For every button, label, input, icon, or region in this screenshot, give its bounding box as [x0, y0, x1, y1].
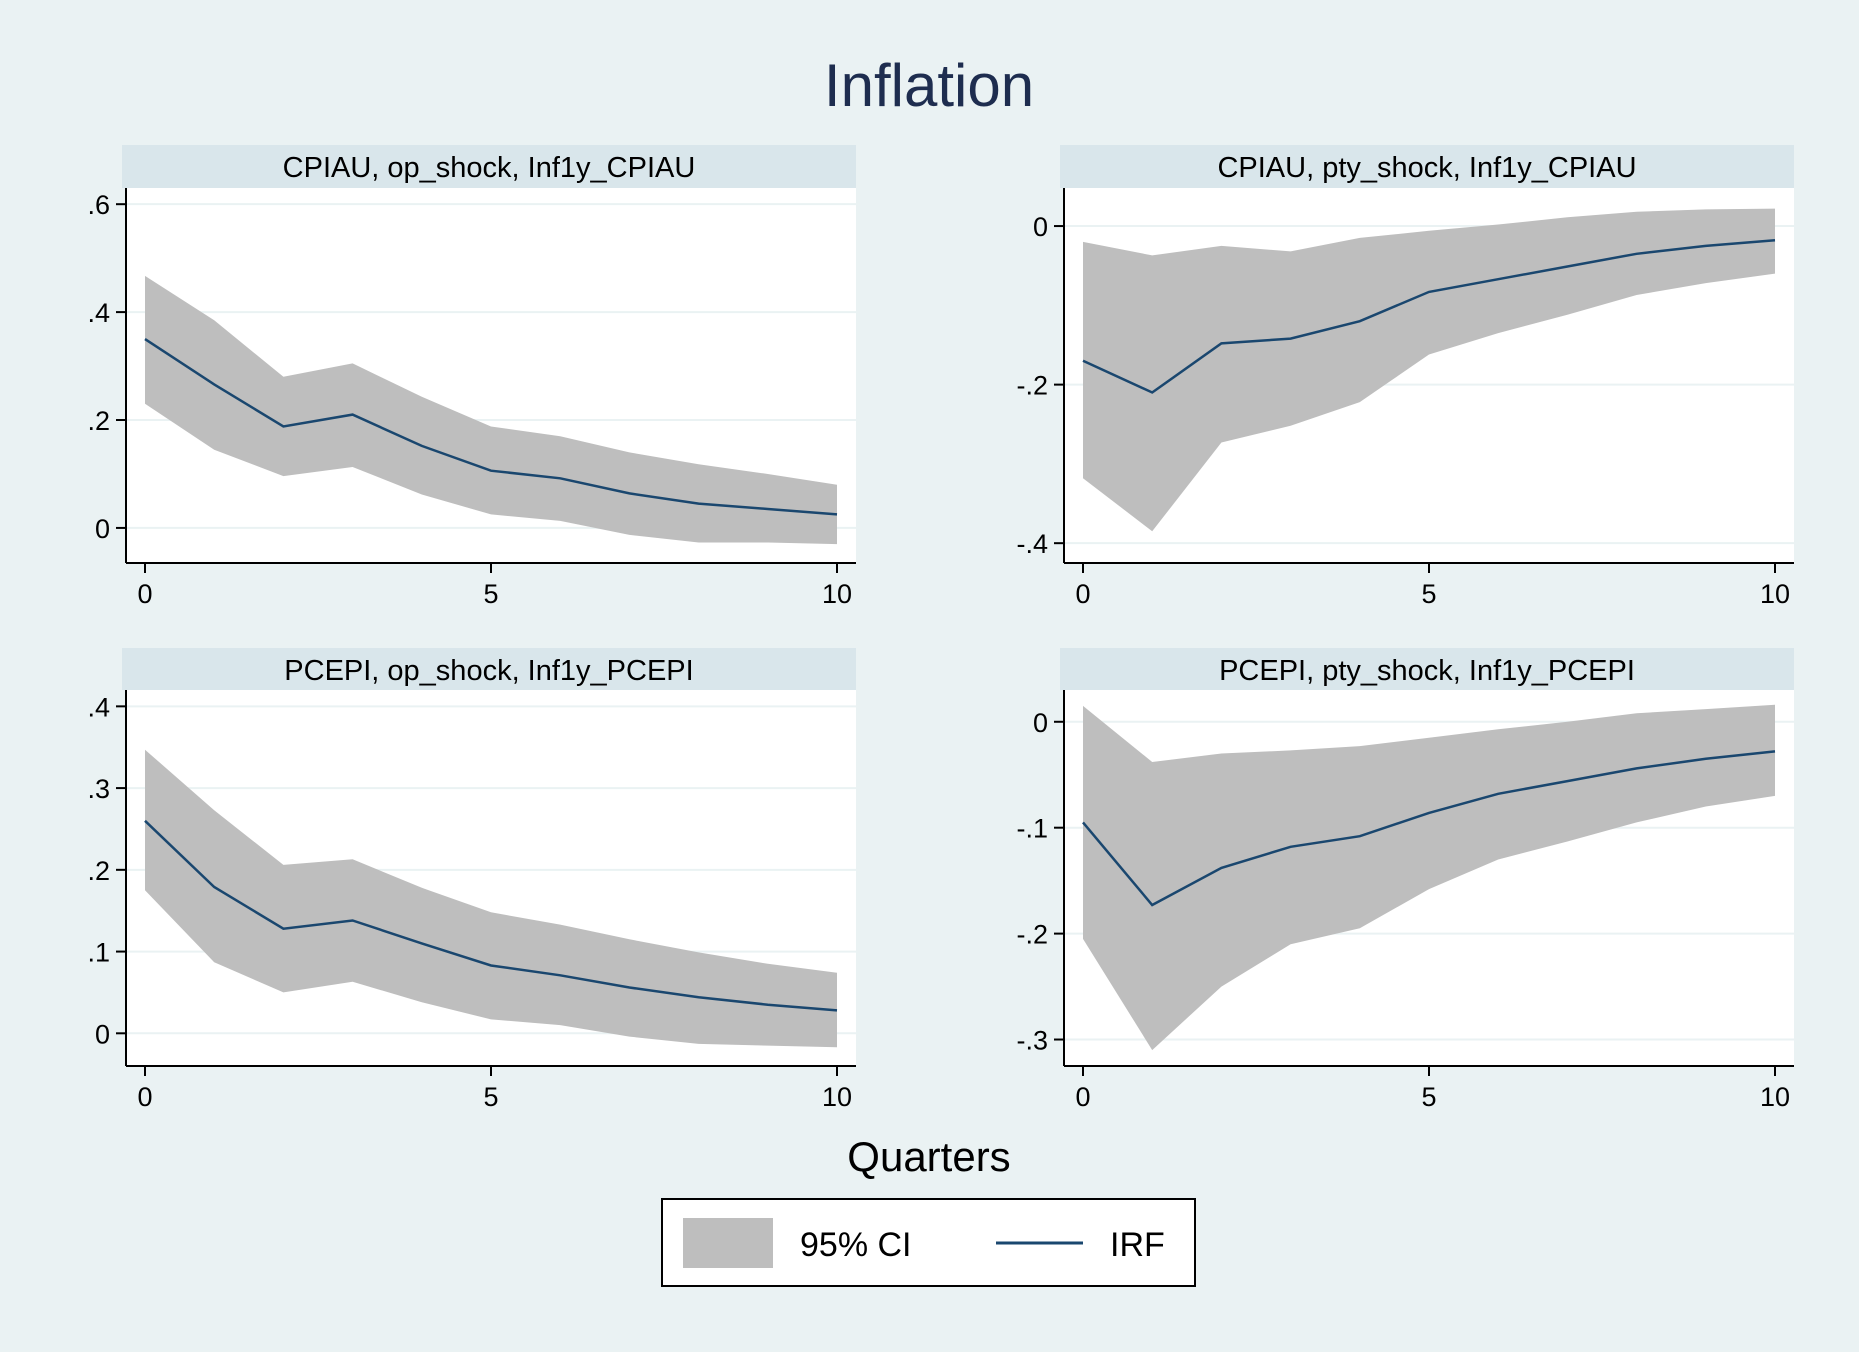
panel-title: PCEPI, pty_shock, Inf1y_PCEPI [1219, 655, 1635, 687]
panel-3: PCEPI, op_shock, Inf1y_PCEPI 0 .1 .2 .3 .4 0 5 1… [87, 648, 856, 1112]
x-tick-label: 5 [483, 579, 498, 609]
y-tick-label: -.4 [1016, 529, 1048, 559]
legend-ci-label: 95% CI [800, 1226, 912, 1264]
legend-ci-swatch [683, 1218, 773, 1268]
irf-line [1082, 239, 1776, 394]
x-tick-label: 5 [1421, 579, 1436, 609]
figure-title: Inflation [824, 52, 1034, 119]
y-tick-label: .3 [87, 774, 110, 804]
irf-line [1082, 750, 1776, 907]
ci-band [1083, 208, 1775, 532]
y-tick-label: -.3 [1016, 1026, 1048, 1056]
panel-title-band [1060, 145, 1794, 188]
x-tick-label: 5 [483, 1082, 498, 1112]
y-tick-label: -.1 [1016, 814, 1048, 844]
ci-band [145, 275, 837, 545]
legend-irf-label: IRF [1110, 1226, 1165, 1264]
x-tick-label: 0 [137, 579, 152, 609]
y-tick-label: -.2 [1016, 920, 1048, 950]
panel-2: CPIAU, pty_shock, Inf1y_CPIAU -.4 -.2 0 0 5 10 [1016, 145, 1794, 609]
panel-title: CPIAU, op_shock, Inf1y_CPIAU [283, 152, 696, 184]
x-tick-label: 10 [822, 579, 852, 609]
x-tick-label: 10 [822, 1082, 852, 1112]
panel-title-band [122, 145, 856, 188]
y-tick-label: .4 [87, 298, 110, 328]
legend: 95% CI IRF [661, 1198, 1196, 1287]
panel-1: CPIAU, op_shock, Inf1y_CPIAU 0 .2 .4 .6 0 5 10 [87, 145, 856, 609]
x-tick-label: 0 [1075, 579, 1090, 609]
panel-title-band [1060, 648, 1794, 690]
y-tick-label: 0 [95, 514, 110, 544]
x-tick-label: 5 [1421, 1082, 1436, 1112]
y-tick-label: 0 [1033, 708, 1048, 738]
panel-4: PCEPI, pty_shock, Inf1y_PCEPI -.3 -.2 -.1 0 0… [1016, 648, 1794, 1112]
panel-title: CPIAU, pty_shock, Inf1y_CPIAU [1217, 152, 1636, 184]
y-tick-label: .2 [87, 856, 110, 886]
panel-title-band [122, 648, 856, 690]
y-tick-label: .1 [87, 938, 110, 968]
panel-title: PCEPI, op_shock, Inf1y_PCEPI [284, 655, 693, 687]
y-tick-label: 0 [95, 1019, 110, 1049]
ci-band [1083, 704, 1775, 1051]
x-tick-label: 0 [1075, 1082, 1090, 1112]
irf-line [144, 338, 838, 516]
irf-line [144, 819, 838, 1012]
y-tick-label: 0 [1033, 212, 1048, 242]
x-axis-label: Quarters [847, 1133, 1010, 1180]
x-tick-label: 0 [137, 1082, 152, 1112]
y-tick-label: .6 [87, 190, 110, 220]
ci-band [145, 749, 837, 1048]
x-tick-label: 10 [1760, 579, 1790, 609]
y-tick-label: .4 [87, 692, 110, 722]
y-tick-label: .2 [87, 406, 110, 436]
y-tick-label: -.2 [1016, 371, 1048, 401]
x-tick-label: 10 [1760, 1082, 1790, 1112]
